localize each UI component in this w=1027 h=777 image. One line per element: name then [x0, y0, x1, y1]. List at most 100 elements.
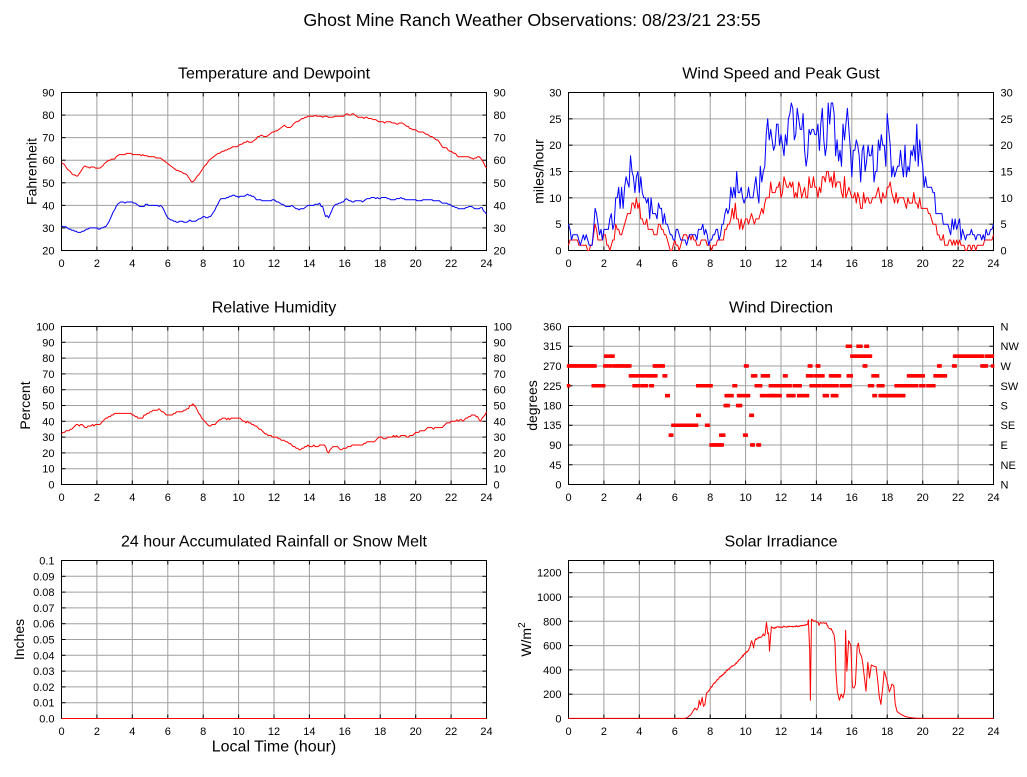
- svg-text:360: 360: [543, 322, 561, 334]
- svg-text:12: 12: [268, 726, 280, 738]
- svg-text:90: 90: [494, 337, 506, 349]
- svg-text:SW: SW: [1001, 381, 1019, 393]
- svg-text:0.02: 0.02: [33, 682, 54, 694]
- svg-text:24: 24: [987, 726, 999, 738]
- svg-text:50: 50: [494, 178, 506, 190]
- svg-text:60: 60: [42, 155, 54, 167]
- svg-text:2: 2: [601, 726, 607, 738]
- svg-text:14: 14: [810, 726, 822, 738]
- svg-text:NW: NW: [1001, 341, 1020, 353]
- svg-text:SE: SE: [1001, 420, 1016, 432]
- svg-text:40: 40: [42, 416, 54, 428]
- svg-text:270: 270: [543, 361, 561, 373]
- svg-text:Temperature and Dewpoint: Temperature and Dewpoint: [178, 66, 371, 83]
- svg-text:Local Time (hour): Local Time (hour): [212, 739, 337, 756]
- svg-text:N: N: [1001, 480, 1009, 492]
- svg-text:90: 90: [494, 88, 506, 100]
- svg-text:30: 30: [494, 432, 506, 444]
- svg-text:22: 22: [445, 258, 457, 270]
- svg-text:15: 15: [1001, 167, 1013, 179]
- svg-text:4: 4: [636, 492, 642, 504]
- svg-text:24: 24: [480, 258, 492, 270]
- svg-text:10: 10: [739, 258, 751, 270]
- svg-text:5: 5: [555, 219, 561, 231]
- svg-text:2: 2: [94, 492, 100, 504]
- svg-text:4: 4: [129, 258, 135, 270]
- svg-text:100: 100: [494, 322, 512, 334]
- svg-text:1000: 1000: [537, 592, 561, 604]
- svg-text:20: 20: [410, 492, 422, 504]
- svg-text:8: 8: [200, 726, 206, 738]
- svg-text:8: 8: [707, 726, 713, 738]
- svg-text:8: 8: [200, 492, 206, 504]
- svg-text:10: 10: [739, 726, 751, 738]
- svg-text:0: 0: [1001, 246, 1007, 258]
- svg-text:30: 30: [494, 223, 506, 235]
- svg-text:16: 16: [339, 726, 351, 738]
- svg-text:90: 90: [549, 440, 561, 452]
- svg-text:40: 40: [494, 416, 506, 428]
- svg-text:600: 600: [543, 641, 561, 653]
- svg-text:0: 0: [555, 246, 561, 258]
- svg-text:1200: 1200: [537, 568, 561, 580]
- svg-text:6: 6: [672, 726, 678, 738]
- svg-text:12: 12: [775, 258, 787, 270]
- svg-text:8: 8: [707, 258, 713, 270]
- svg-text:0: 0: [58, 726, 64, 738]
- svg-text:Solar Irradiance: Solar Irradiance: [725, 534, 838, 551]
- svg-text:12: 12: [268, 492, 280, 504]
- svg-text:200: 200: [543, 689, 561, 701]
- svg-text:135: 135: [543, 420, 561, 432]
- svg-text:10: 10: [232, 492, 244, 504]
- svg-text:22: 22: [445, 726, 457, 738]
- svg-text:8: 8: [200, 258, 206, 270]
- svg-text:24: 24: [480, 492, 492, 504]
- svg-text:4: 4: [129, 492, 135, 504]
- svg-text:4: 4: [129, 726, 135, 738]
- svg-text:0: 0: [58, 492, 64, 504]
- svg-text:20: 20: [410, 258, 422, 270]
- svg-text:14: 14: [810, 492, 822, 504]
- svg-text:90: 90: [42, 88, 54, 100]
- svg-text:20: 20: [917, 726, 929, 738]
- svg-text:0: 0: [565, 726, 571, 738]
- svg-text:10: 10: [1001, 193, 1013, 205]
- svg-text:0: 0: [565, 492, 571, 504]
- svg-text:N: N: [1001, 322, 1009, 334]
- svg-text:80: 80: [494, 353, 506, 365]
- svg-text:80: 80: [42, 110, 54, 122]
- svg-text:30: 30: [42, 223, 54, 235]
- svg-text:10: 10: [549, 193, 561, 205]
- svg-text:0: 0: [565, 258, 571, 270]
- svg-text:60: 60: [494, 385, 506, 397]
- svg-text:0.03: 0.03: [33, 666, 54, 678]
- svg-text:2: 2: [94, 726, 100, 738]
- svg-text:0: 0: [58, 258, 64, 270]
- svg-text:20: 20: [917, 492, 929, 504]
- svg-text:Wind Direction: Wind Direction: [729, 300, 833, 317]
- svg-text:4: 4: [636, 726, 642, 738]
- svg-text:0.07: 0.07: [33, 603, 54, 615]
- svg-text:0: 0: [555, 714, 561, 726]
- svg-text:14: 14: [303, 726, 315, 738]
- svg-text:24 hour Accumulated Rainfall o: 24 hour Accumulated Rainfall or Snow Mel…: [121, 534, 427, 551]
- svg-text:8: 8: [707, 492, 713, 504]
- svg-text:2: 2: [601, 492, 607, 504]
- svg-text:12: 12: [268, 258, 280, 270]
- svg-text:40: 40: [42, 200, 54, 212]
- svg-text:Wind Speed and Peak Gust: Wind Speed and Peak Gust: [682, 66, 880, 83]
- svg-text:40: 40: [494, 200, 506, 212]
- svg-text:2: 2: [601, 258, 607, 270]
- svg-text:20: 20: [494, 448, 506, 460]
- svg-text:5: 5: [1001, 219, 1007, 231]
- svg-text:30: 30: [1001, 88, 1013, 100]
- svg-text:90: 90: [42, 337, 54, 349]
- svg-text:0.04: 0.04: [33, 650, 54, 662]
- svg-text:0.06: 0.06: [33, 619, 54, 631]
- svg-text:80: 80: [42, 353, 54, 365]
- svg-text:18: 18: [374, 726, 386, 738]
- svg-text:100: 100: [36, 322, 54, 334]
- svg-text:70: 70: [42, 369, 54, 381]
- svg-text:10: 10: [232, 726, 244, 738]
- svg-text:NE: NE: [1001, 460, 1016, 472]
